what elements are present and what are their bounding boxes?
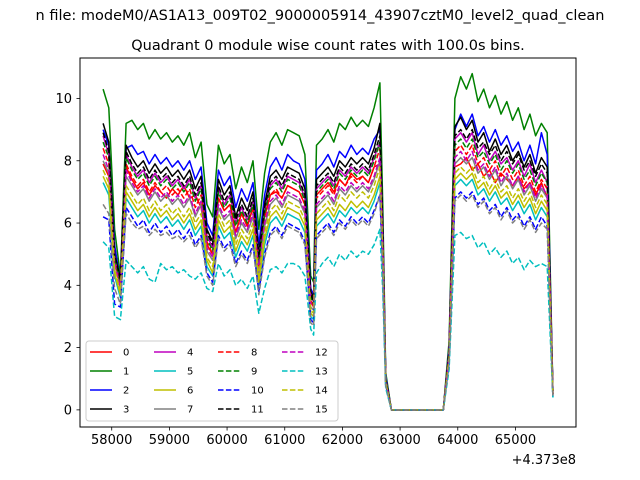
series-line-14 xyxy=(102,166,554,411)
x-offset-text: +4.373e8 xyxy=(512,453,576,468)
x-tick-label: 62000 xyxy=(322,433,363,448)
x-tick-label: 65000 xyxy=(495,433,536,448)
legend-label-6: 6 xyxy=(187,386,193,397)
x-tick-label: 60000 xyxy=(206,433,247,448)
legend-label-7: 7 xyxy=(187,405,193,416)
series-line-7 xyxy=(102,156,554,411)
chart-title: Quadrant 0 module wise count rates with … xyxy=(131,38,525,54)
plot-frame xyxy=(79,57,577,428)
series-line-5 xyxy=(102,178,554,411)
series-line-12 xyxy=(102,150,554,411)
y-tick-label: 8 xyxy=(64,154,72,169)
series-line-15 xyxy=(102,194,554,411)
legend-label-2: 2 xyxy=(123,386,129,397)
series-line-4 xyxy=(102,131,554,411)
x-tick-label: 63000 xyxy=(379,433,420,448)
legend-label-4: 4 xyxy=(187,348,193,359)
y-tick-label: 6 xyxy=(64,217,72,232)
figure-title: n file: modeM0/AS1A13_009T02_9000005914_… xyxy=(36,8,605,24)
legend-label-1: 1 xyxy=(123,367,129,378)
legend-label-5: 5 xyxy=(187,367,193,378)
legend-label-0: 0 xyxy=(123,348,129,359)
y-tick-label: 10 xyxy=(55,92,72,107)
x-tick-label: 58000 xyxy=(91,433,132,448)
x-tick-label: 64000 xyxy=(437,433,478,448)
series-line-13 xyxy=(102,228,554,411)
series-line-11 xyxy=(102,128,554,411)
legend-label-15: 15 xyxy=(315,405,328,416)
legend-frame xyxy=(85,340,339,422)
legend-label-3: 3 xyxy=(123,405,129,416)
series-line-1 xyxy=(102,72,554,411)
y-tick-label: 0 xyxy=(64,403,72,418)
legend-label-10: 10 xyxy=(251,386,264,397)
x-axis: 58000 59000 60000 61000 62000 63000 64000 65000 xyxy=(91,427,536,448)
series-line-3 xyxy=(102,116,554,411)
x-tick-label: 59000 xyxy=(149,433,190,448)
series-line-10 xyxy=(102,191,554,411)
y-tick-label: 2 xyxy=(64,341,72,356)
x-tick-label: 61000 xyxy=(264,433,305,448)
series-layer xyxy=(102,72,554,411)
series-line-8 xyxy=(102,144,554,411)
legend-label-14: 14 xyxy=(315,386,328,397)
series-line-2 xyxy=(102,113,554,411)
legend-label-12: 12 xyxy=(315,348,328,359)
y-tick-label: 4 xyxy=(64,279,72,294)
series-line-6 xyxy=(102,172,554,411)
series-line-9 xyxy=(102,138,554,411)
legend-label-8: 8 xyxy=(251,348,257,359)
legend-label-9: 9 xyxy=(251,367,257,378)
y-axis: 0 2 4 6 8 10 xyxy=(55,92,80,418)
legend-label-11: 11 xyxy=(251,405,264,416)
legend-label-13: 13 xyxy=(315,367,328,378)
